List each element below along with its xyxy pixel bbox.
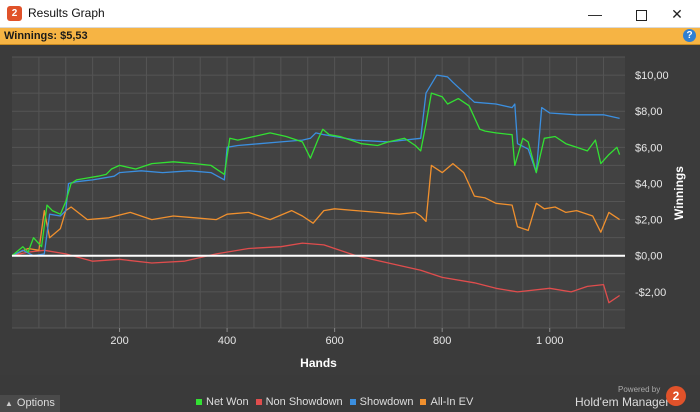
legend-label: Net Won [206, 396, 249, 408]
x-axis-label: Hands [300, 356, 337, 370]
minimize-button[interactable]: — [588, 6, 602, 22]
maximize-button[interactable] [618, 0, 664, 28]
legend-swatch [420, 399, 427, 406]
options-button[interactable]: ▲ Options [0, 395, 60, 412]
results-chart: 200 400 600 800 1 000 $10,00 $8,00 $6,00 $4,00 $2… [0, 45, 700, 375]
legend-item[interactable]: Showdown [349, 396, 414, 408]
y-tick-label: $8,00 [635, 106, 663, 118]
help-icon[interactable]: ? [683, 29, 696, 42]
y-axis-label: Winnings [672, 166, 686, 220]
title-bar: 2 Results Graph — ✕ [0, 0, 700, 28]
chart-legend: Net Won Non Showdown Showdown All-In EV [196, 396, 480, 408]
x-tick-label: 1 000 [536, 335, 564, 347]
brand-name: Hold'em Manager [575, 395, 670, 409]
legend-swatch [196, 399, 202, 406]
winnings-summary: Winnings: $5,53 [4, 30, 88, 42]
winnings-bar: Winnings: $5,53 ? [0, 28, 700, 45]
x-tick-label: 400 [218, 335, 236, 347]
maximize-icon [635, 9, 647, 21]
all-in-ev-line [11, 162, 620, 257]
x-tick-label: 800 [433, 335, 451, 347]
y-tick-label: $0,00 [635, 251, 663, 263]
brand-logo-icon: 2 [666, 386, 686, 406]
footer [0, 375, 700, 412]
legend-label: Showdown [359, 396, 414, 408]
y-tick-label: -$2,00 [635, 287, 666, 299]
y-tick-label: $4,00 [635, 178, 663, 190]
options-label: Options [16, 397, 55, 409]
window-title: Results Graph [28, 6, 105, 20]
powered-by-text: Powered by [618, 385, 661, 394]
x-tick-label: 200 [110, 335, 128, 347]
expand-arrow-icon: ▲ [5, 399, 13, 408]
legend-swatch [349, 399, 356, 406]
legend-item[interactable]: Net Won [196, 396, 249, 408]
x-tick-label: 600 [325, 335, 343, 347]
legend-item[interactable]: All-In EV [420, 396, 473, 408]
y-tick-label: $2,00 [635, 215, 663, 227]
legend-label: All-In EV [430, 396, 474, 408]
y-tick-label: $6,00 [635, 142, 663, 154]
net-won-line [11, 92, 621, 257]
non-showdown-line [11, 242, 620, 304]
legend-item[interactable]: Non Showdown [255, 396, 343, 408]
app-logo-icon: 2 [7, 6, 22, 21]
chart-svg: 200 400 600 800 1 000 $10,00 $8,00 $6,00 $4,00 $2… [11, 56, 686, 370]
plot-background [12, 57, 625, 328]
y-tick-label: $10,00 [635, 70, 669, 82]
legend-swatch [255, 399, 262, 406]
close-button[interactable]: ✕ [671, 6, 683, 22]
legend-label: Non Showdown [265, 396, 343, 408]
